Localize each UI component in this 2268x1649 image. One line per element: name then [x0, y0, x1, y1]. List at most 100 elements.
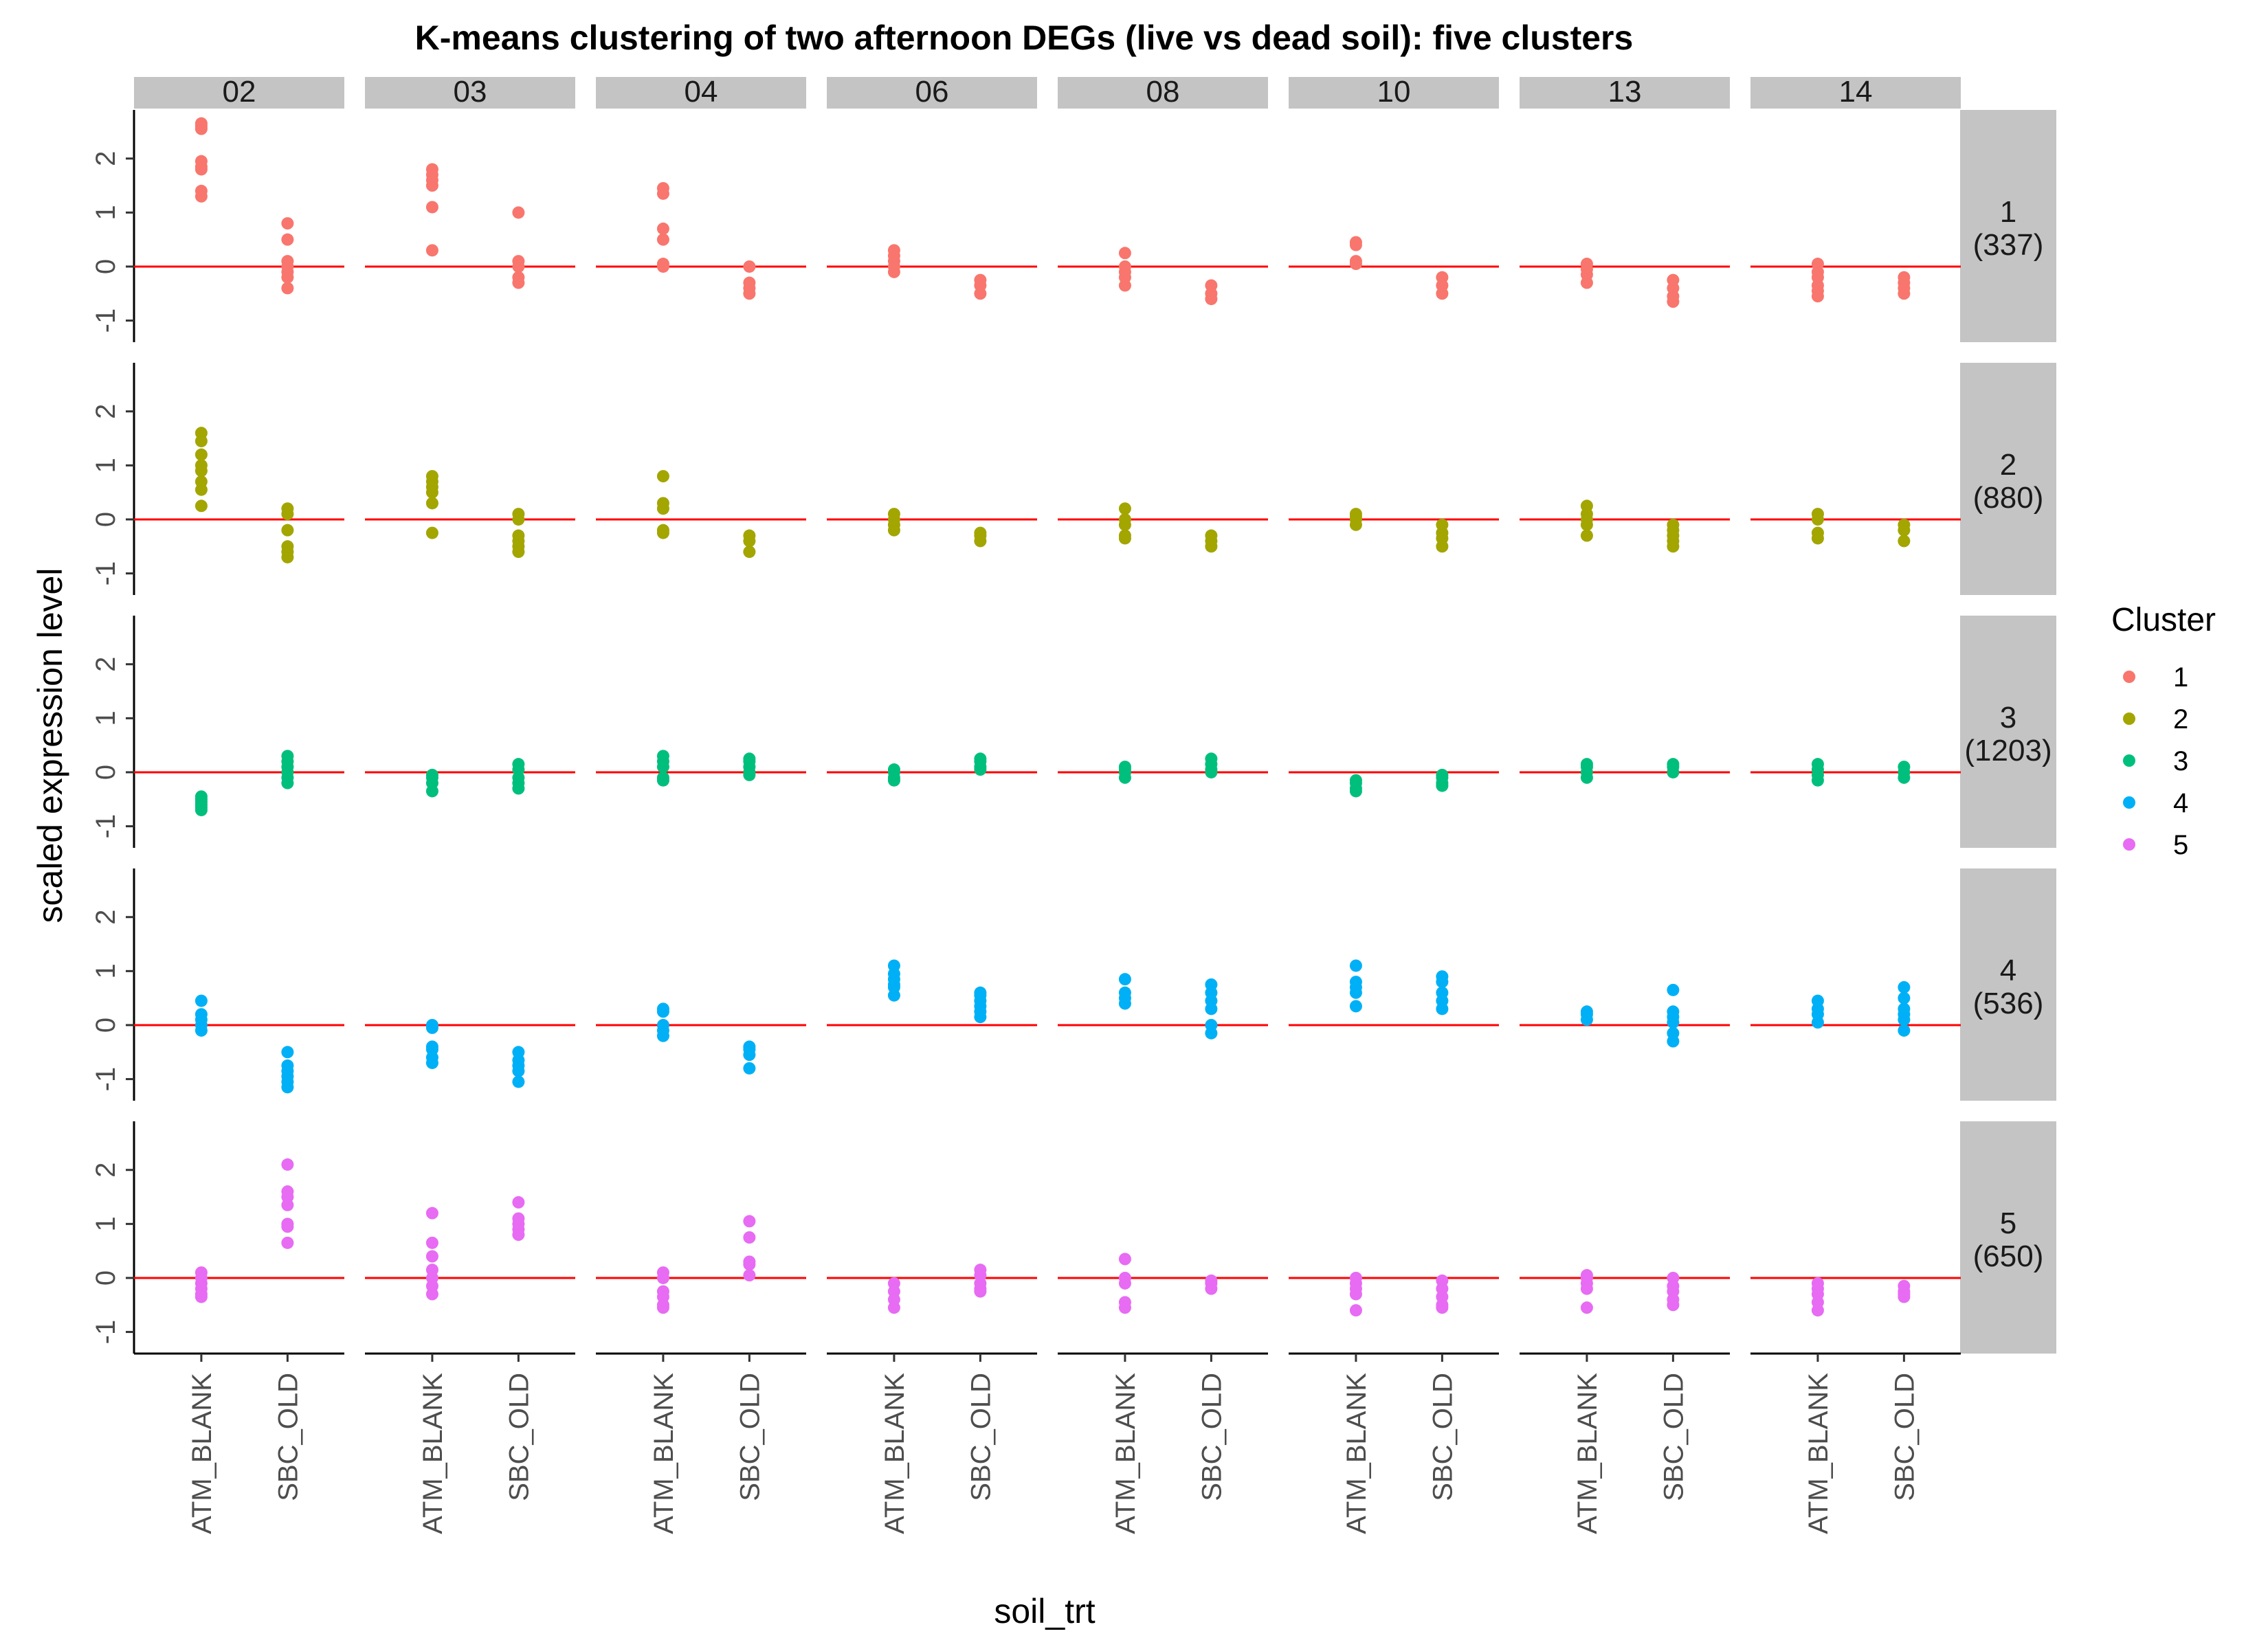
data-point [1811, 290, 1824, 303]
data-point [194, 1290, 208, 1303]
data-point [425, 785, 438, 798]
data-point [1436, 1002, 1449, 1016]
legend-entries: 1 2 3 4 5 [2123, 662, 2188, 860]
row-strip-cluster-label: 5 [2000, 1207, 2016, 1240]
data-point [512, 513, 525, 526]
data-point [1811, 1304, 1824, 1317]
data-point [425, 1250, 438, 1263]
row-strip [1960, 110, 2056, 342]
data-point [743, 287, 756, 300]
data-point [425, 486, 438, 499]
y-tick-label: -1 [91, 814, 121, 839]
data-point [425, 179, 438, 192]
data-point [281, 282, 294, 295]
data-point [1349, 959, 1362, 972]
x-tick-label: SBC_OLD [966, 1373, 996, 1501]
data-point [281, 1158, 294, 1171]
data-point [1811, 513, 1824, 526]
data-point [1349, 518, 1362, 531]
column-strip-label: 10 [1377, 75, 1411, 109]
data-point [1667, 1016, 1680, 1029]
data-point [281, 508, 294, 521]
data-point [743, 1269, 756, 1282]
y-tick-label: 1 [91, 1216, 121, 1231]
column-strip-label: 03 [454, 75, 487, 109]
data-point [425, 1288, 438, 1301]
data-point [1898, 287, 1911, 300]
data-point [194, 464, 208, 478]
legend: Cluster 1 2 3 4 5 [2111, 602, 2216, 860]
y-axis-title: scaled expression level [31, 568, 69, 923]
data-point [512, 546, 525, 559]
data-point [1436, 779, 1449, 792]
data-point [425, 1236, 438, 1249]
x-tick-label: SBC_OLD [1197, 1373, 1227, 1501]
legend-key [2123, 796, 2135, 809]
row-strip [1960, 363, 2056, 595]
data-point [656, 233, 669, 246]
data-point [887, 1301, 900, 1314]
data-point [1118, 973, 1131, 986]
x-tick-label: ATM_BLANK [418, 1373, 448, 1534]
y-tick-label: 1 [91, 710, 121, 726]
data-point [743, 1231, 756, 1244]
data-point [656, 774, 669, 787]
legend-key [2123, 713, 2135, 725]
row-strip [1960, 616, 2056, 848]
data-point [425, 497, 438, 510]
data-point [194, 500, 208, 513]
column-strip [827, 77, 1037, 109]
data-point [974, 1285, 987, 1298]
data-point [1898, 535, 1911, 548]
y-tick-label: 2 [91, 404, 121, 419]
legend-key [2123, 754, 2135, 767]
column-strip [596, 77, 806, 109]
data-point [1898, 1024, 1911, 1037]
y-tick-label: 0 [91, 765, 121, 780]
data-point [887, 265, 900, 278]
data-point [743, 546, 756, 559]
x-axis-title: soil_trt [994, 1592, 1095, 1630]
data-point [1349, 1288, 1362, 1301]
column-strip [1058, 77, 1268, 109]
data-point [1898, 1013, 1911, 1027]
data-point [1436, 976, 1449, 989]
x-tick-label: ATM_BLANK [1572, 1373, 1603, 1534]
column-strip [1750, 77, 1961, 109]
y-tick-label: -1 [91, 1320, 121, 1345]
y-tick-label: 2 [91, 151, 121, 166]
chart-title: K-means clustering of two afternoon DEGs… [415, 19, 1634, 57]
data-point [1580, 771, 1593, 784]
data-point [1349, 1304, 1362, 1317]
data-point [1349, 258, 1362, 271]
data-point [1118, 997, 1131, 1010]
y-tick-label: 2 [91, 910, 121, 925]
row-strip-cluster-label: 2 [2000, 448, 2016, 482]
data-point [1667, 983, 1680, 996]
data-point [1205, 540, 1218, 553]
data-point [512, 1229, 525, 1242]
data-point [1580, 1282, 1593, 1295]
data-point [281, 776, 294, 789]
data-point [512, 206, 525, 219]
row-strip [1960, 1121, 2056, 1354]
data-point [425, 1056, 438, 1069]
data-point [281, 1198, 294, 1211]
data-point [1349, 785, 1362, 798]
data-point [512, 1064, 525, 1077]
x-tick-label: SBC_OLD [1889, 1373, 1920, 1501]
data-point [194, 994, 208, 1007]
column-strip-label: 02 [223, 75, 256, 109]
x-tick-label: SBC_OLD [1427, 1373, 1458, 1501]
data-point [743, 535, 756, 548]
data-point [281, 1046, 294, 1059]
data-point [1580, 518, 1593, 531]
y-tick-label: 2 [91, 1163, 121, 1178]
data-point [1118, 771, 1131, 784]
data-point [656, 260, 669, 273]
column-strip [1289, 77, 1499, 109]
row-strip-count-label: (337) [1973, 228, 2044, 262]
data-point [1811, 532, 1824, 545]
data-point [1667, 540, 1680, 553]
data-point [1118, 279, 1131, 292]
